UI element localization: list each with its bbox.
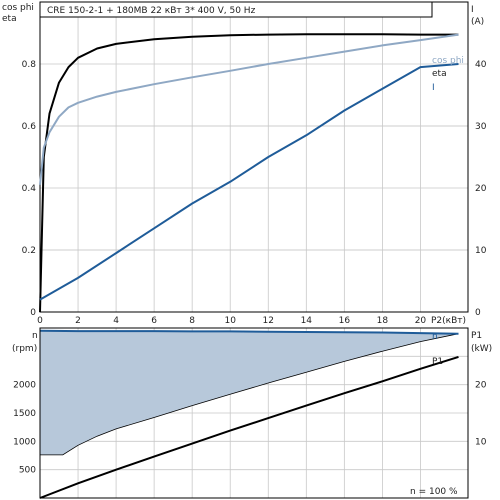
lower-y-tick-label: 1000	[13, 437, 36, 447]
y-tick-label: 0.2	[22, 246, 36, 256]
speed-range-area	[40, 330, 459, 455]
legend-cos-phi: cos phi	[432, 56, 464, 66]
lower-y-axis-label-n: n	[32, 331, 38, 341]
lower-tick-labels: 500 1000 1500 2000 10 20	[13, 381, 487, 476]
series-i-line	[39, 63, 459, 301]
x-tick-label: 16	[339, 316, 351, 326]
y-tick-label: 0.8	[22, 60, 37, 70]
speed-footnote: n = 100 %	[410, 487, 458, 497]
lower-y2-axis-label-p1: P1	[471, 331, 482, 341]
x-tick-label: 0	[37, 316, 43, 326]
x-tick-label: 12	[263, 316, 274, 326]
x-tick-label: 20	[415, 316, 427, 326]
x-axis-label: P2(кВт)	[431, 316, 466, 326]
y-axis-label-eta: eta	[2, 14, 17, 24]
x-tick-label: 8	[189, 316, 195, 326]
title-box	[39, 1, 433, 18]
y-tick-label: 0.4	[22, 184, 37, 194]
lower-curves	[39, 329, 459, 499]
y2-tick-label: 20	[475, 184, 487, 194]
series-p1-line	[39, 355, 459, 499]
y2-axis-label-unit: (A)	[471, 17, 484, 27]
lower-y-tick-label: 500	[19, 466, 36, 476]
x-tick-label: 14	[301, 316, 313, 326]
legend-speed: n	[432, 332, 438, 342]
x-tick-label: 18	[377, 316, 389, 326]
lower-y-tick-label: 1500	[13, 409, 36, 419]
legend-p1: P1	[432, 357, 443, 367]
y2-tick-label: 10	[475, 246, 487, 256]
y-tick-label: 0.6	[22, 122, 37, 132]
lower-y2-tick-label: 10	[475, 437, 487, 447]
series-n-min-line	[40, 333, 459, 456]
upper-curves	[39, 33, 459, 313]
y2-tick-label: 30	[475, 122, 487, 132]
series-cos-phi-line	[39, 33, 459, 186]
lower-y2-axis-label-kw: (kW)	[471, 344, 492, 354]
upper-panel: CRE 150-2-1 + 180MB 22 кВт 3* 400 V, 50 …	[2, 1, 487, 326]
lower-plot-frame	[39, 327, 469, 499]
x-tick-label: 4	[113, 316, 119, 326]
y2-tick-label: 40	[475, 60, 487, 70]
legend-current: I	[432, 83, 435, 93]
x-tick-label: 10	[224, 316, 236, 326]
y-axis-label-cosphi: cos phi	[2, 3, 34, 13]
lower-panel: 500 1000 1500 2000 10 20 n (rpm) P1 (kW) n P1…	[12, 327, 492, 499]
lower-y2-tick-label: 20	[475, 381, 487, 391]
x-tick-label: 6	[151, 316, 157, 326]
legend-eta: eta	[432, 69, 447, 79]
lower-y-axis-label-rpm: (rpm)	[12, 344, 37, 354]
y2-axis-label-current: I	[471, 5, 474, 15]
x-tick-label: 2	[75, 316, 81, 326]
series-n-line	[39, 329, 459, 335]
y2-tick-label: 0	[475, 308, 481, 318]
lower-y-tick-label: 2000	[13, 381, 36, 391]
chart-title: CRE 150-2-1 + 180MB 22 кВт 3* 400 V, 50 …	[47, 6, 256, 16]
series-eta-line	[39, 33, 459, 313]
upper-grid	[39, 2, 468, 313]
y-tick-label: 0	[30, 308, 36, 318]
upper-tick-labels: 0 2 4 6 8 10 12 14 16 18 20 0 0.2 0.4 0.6 0.8 0 10 20 30 40	[22, 60, 487, 326]
